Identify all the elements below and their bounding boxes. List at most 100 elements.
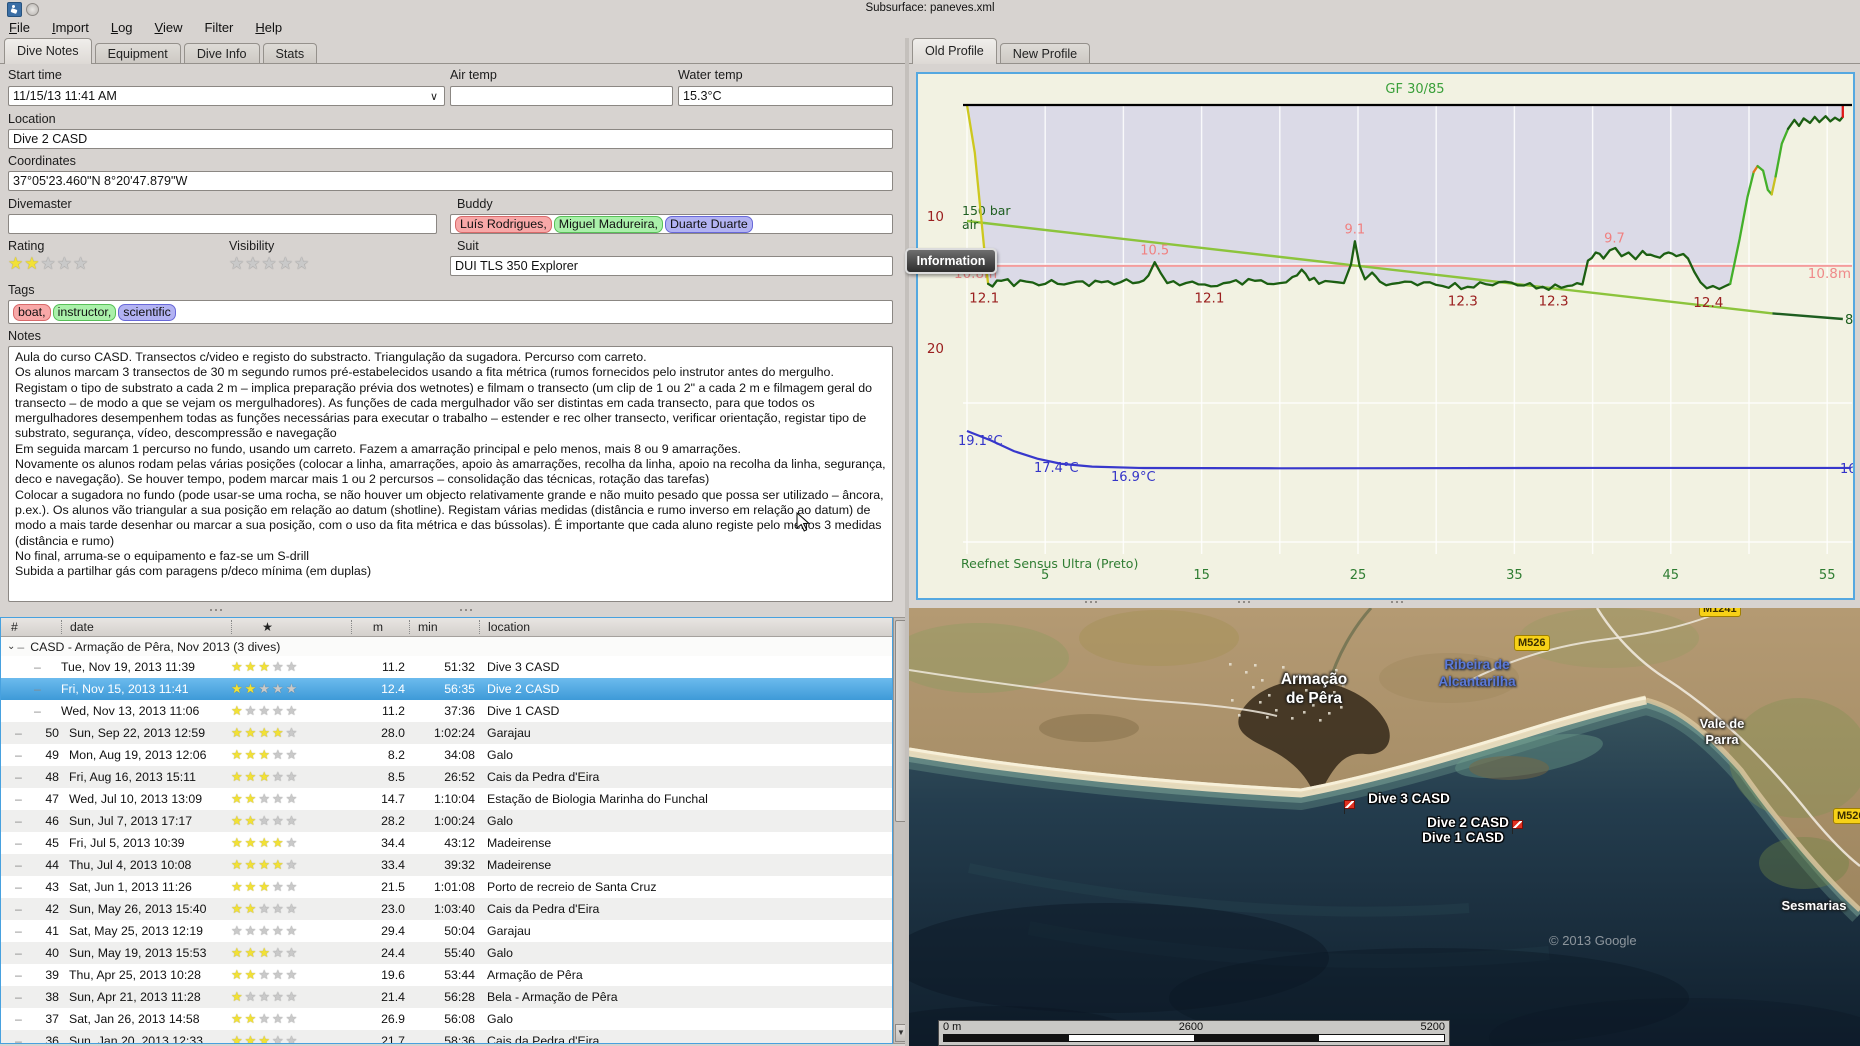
dive-row[interactable]: – Fri, Nov 15, 2013 11:41 ★★★★★ 12.4 56:35 Di… <box>1 678 892 700</box>
column-header-m[interactable]: m <box>351 620 409 634</box>
location-input[interactable] <box>8 129 893 149</box>
visibility-stars[interactable]: ★★★★★ <box>229 255 310 274</box>
splitter-handle[interactable] <box>1238 601 1250 603</box>
tab-stats[interactable]: Stats <box>262 43 318 64</box>
dive-row[interactable]: –46 Sun, Jul 7, 2013 17:17 ★★★★★ 28.2 1:00:2… <box>1 810 892 832</box>
rating-stars[interactable]: ★★★★★ <box>8 255 89 274</box>
dive-site-label[interactable]: Dive 1 CASD <box>1422 830 1504 845</box>
star-icon: ★ <box>271 857 286 872</box>
star-icon: ★ <box>271 703 286 718</box>
tab-dive-notes[interactable]: Dive Notes <box>4 38 92 64</box>
star-icon: ★ <box>244 791 259 806</box>
splitter-handle[interactable] <box>460 609 472 611</box>
notes-textarea[interactable]: Aula do curso CASD. Transectos c/video e… <box>8 346 893 602</box>
dive-site-label[interactable]: Dive 2 CASD <box>1427 815 1509 830</box>
dive-site-map[interactable]: 0 m 2600 5200 © 2013 Google Armação de P… <box>909 608 1860 1046</box>
dive-row[interactable]: –48 Fri, Aug 16, 2013 15:11 ★★★★★ 8.5 26:52 C… <box>1 766 892 788</box>
tree-branch: – <box>34 704 41 718</box>
dive-number: 41 <box>45 924 59 938</box>
star-icon: ★ <box>277 254 294 273</box>
air-temp-input[interactable] <box>450 86 673 106</box>
dive-rating: ★★★★★ <box>231 791 351 807</box>
tags-input[interactable]: boat, instructor, scientific <box>8 300 893 324</box>
dive-row[interactable]: –42 Sun, May 26, 2013 15:40 ★★★★★ 23.0 1:03:… <box>1 898 892 920</box>
star-icon: ★ <box>258 1011 272 1026</box>
dive-row[interactable]: –50 Sun, Sep 22, 2013 12:59 ★★★★★ 28.0 1:02:… <box>1 722 892 744</box>
suit-input[interactable] <box>450 256 893 276</box>
menu-item-file[interactable]: File <box>9 20 30 35</box>
splitter-handle[interactable] <box>210 609 222 611</box>
dive-location: Cais da Pedra d'Eira <box>487 902 600 916</box>
star-icon: ★ <box>294 254 311 273</box>
star-icon: ★ <box>229 254 246 273</box>
menu-item-import[interactable]: Import <box>51 20 89 35</box>
buddy-input[interactable]: Luís Rodrigues, Miguel Madureira, Duarte D… <box>450 214 893 234</box>
column-header-num[interactable]: # <box>11 620 18 634</box>
visibility-label: Visibility <box>229 239 275 253</box>
menu-item-help[interactable]: Help <box>255 20 283 35</box>
tree-branch: – <box>15 858 22 872</box>
star-icon: ★ <box>231 1011 245 1026</box>
dive-location: Cais da Pedra d'Eira <box>487 1034 600 1044</box>
dive-row[interactable]: – Tue, Nov 19, 2013 11:39 ★★★★★ 11.2 51:32 Di… <box>1 656 892 678</box>
dive-row[interactable]: – Wed, Nov 13, 2013 11:06 ★★★★★ 11.2 37:36 Di… <box>1 700 892 722</box>
dive-number-cell: – 39 <box>1 968 61 982</box>
dive-row[interactable]: –40 Sun, May 19, 2013 15:53 ★★★★★ 24.4 55:40… <box>1 942 892 964</box>
dive-row[interactable]: –39 Thu, Apr 25, 2013 10:28 ★★★★★ 19.6 53:44… <box>1 964 892 986</box>
dive-row[interactable]: –41 Sat, May 25, 2013 12:19 ★★★★★ 29.4 50:04… <box>1 920 892 942</box>
tab-old-profile[interactable]: Old Profile <box>912 38 997 64</box>
svg-text:19.1°C: 19.1°C <box>958 434 1003 449</box>
dive-site-label[interactable]: Dive 3 CASD <box>1368 791 1450 806</box>
dive-date: Sun, Jan 20, 2013 12:33 <box>69 1034 204 1044</box>
dive-row[interactable]: –44 Thu, Jul 4, 2013 10:08 ★★★★★ 33.4 39:32 M… <box>1 854 892 876</box>
menu-item-view[interactable]: View <box>154 20 183 35</box>
tab-new-profile[interactable]: New Profile <box>999 43 1091 64</box>
dive-depth: 8.2 <box>387 748 405 762</box>
svg-text:10.5: 10.5 <box>1140 243 1169 258</box>
dive-flag-icon[interactable] <box>1512 820 1523 834</box>
tab-equipment[interactable]: Equipment <box>94 43 181 64</box>
dive-date: Wed, Jul 10, 2013 13:09 <box>69 792 203 806</box>
dive-duration: 58:36 <box>444 1034 475 1044</box>
star-icon: ★ <box>285 989 300 1004</box>
column-header-min[interactable]: min <box>409 620 479 634</box>
tab-dive-info[interactable]: Dive Info <box>183 43 260 64</box>
dive-list-scrollbar[interactable]: ▼ <box>893 617 907 1044</box>
dive-date: Sat, Jan 26, 2013 14:58 <box>69 1012 200 1026</box>
svg-text:12.3: 12.3 <box>1538 293 1568 309</box>
dive-row[interactable]: –36 Sun, Jan 20, 2013 12:33 ★★★★★ 21.7 58:36… <box>1 1030 892 1044</box>
dive-row[interactable]: –43 Sat, Jun 1, 2013 11:26 ★★★★★ 21.5 1:01:0… <box>1 876 892 898</box>
information-tooltip[interactable]: Information <box>905 248 997 274</box>
divemaster-input[interactable] <box>8 214 437 234</box>
menu-item-filter[interactable]: Filter <box>204 20 234 35</box>
splitter-handle[interactable] <box>1391 601 1403 603</box>
splitter-handle[interactable] <box>1085 601 1097 603</box>
collapse-arrow-icon[interactable]: ⌄ <box>7 641 16 652</box>
menu-item-log[interactable]: Log <box>110 20 133 35</box>
water-temp-input[interactable] <box>678 86 893 106</box>
dive-row[interactable]: –49 Mon, Aug 19, 2013 12:06 ★★★★★ 8.2 34:08 G… <box>1 744 892 766</box>
dive-flag-icon[interactable] <box>1344 800 1355 814</box>
star-icon: ★ <box>244 945 259 960</box>
dive-row[interactable]: –37 Sat, Jan 26, 2013 14:58 ★★★★★ 26.9 56:08… <box>1 1008 892 1030</box>
star-icon: ★ <box>231 835 245 850</box>
trip-row[interactable]: ⌄ – CASD - Armação de Pêra, Nov 2013 (3 di… <box>1 637 892 656</box>
panel-splitter[interactable] <box>905 38 909 1046</box>
dive-row[interactable]: –45 Fri, Jul 5, 2013 10:39 ★★★★★ 34.4 43:12 M… <box>1 832 892 854</box>
coordinates-input[interactable] <box>8 171 893 191</box>
star-icon: ★ <box>231 879 245 894</box>
star-icon: ★ <box>244 1011 259 1026</box>
column-header-date[interactable]: date <box>61 620 231 634</box>
column-header-stars[interactable]: ★ <box>231 620 351 634</box>
start-time-select[interactable]: 11/15/13 11:41 AM ∨ <box>8 86 445 106</box>
dive-row[interactable]: –47 Wed, Jul 10, 2013 13:09 ★★★★★ 14.7 1:10:… <box>1 788 892 810</box>
person-tag-chip: Luís Rodrigues, <box>455 215 552 233</box>
dive-number-cell: – 48 <box>1 770 61 784</box>
dive-location: Porto de recreio de Santa Cruz <box>487 880 657 894</box>
dive-row[interactable]: –38 Sun, Apr 21, 2013 11:28 ★★★★★ 21.4 56:28… <box>1 986 892 1008</box>
star-icon: ★ <box>258 1033 272 1044</box>
column-header-location[interactable]: location <box>479 620 892 634</box>
dive-depth: 26.9 <box>381 1012 405 1026</box>
star-icon: ★ <box>73 254 90 273</box>
svg-text:9.7: 9.7 <box>1604 232 1625 247</box>
